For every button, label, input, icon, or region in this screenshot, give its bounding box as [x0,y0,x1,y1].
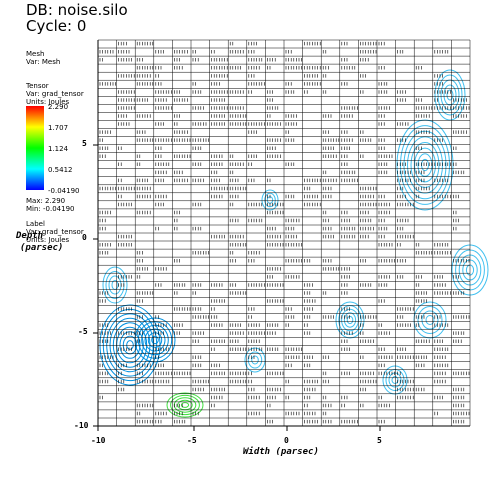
contour-line [434,69,466,121]
contour-line [99,304,161,386]
contour-line [119,331,141,359]
colorbar-tick-2: 1.707 [48,124,69,132]
x-tick-label: 0 [284,436,289,445]
x-tick-label: 5 [377,436,382,445]
label-legend-title: Label [26,220,45,228]
cycle-label: Cycle: 0 [26,17,87,35]
tensor-min-label: Min: -0.04190 [26,205,75,213]
contour-line [410,142,440,188]
y-axis-label: Depth [16,231,44,241]
contour-line [443,84,457,106]
contour-line [170,394,200,416]
tensor-legend-title: Tensor [26,82,49,90]
contour-line [391,376,399,384]
contour-line [421,310,439,330]
label-legend-units: Units: Joules [26,236,70,244]
mesh-value-labels [99,41,470,424]
contour-line [106,313,154,377]
mesh-legend-title: Mesh [26,50,45,58]
contour-line [177,399,193,411]
contour-line [112,322,148,368]
contour-line [446,89,454,101]
tensor-max-label: Max: 2.290 [26,197,66,205]
contour-line [151,335,159,345]
plot-axes [93,40,470,431]
contour-line [343,312,357,328]
contour-line [126,340,134,350]
contour-line [414,147,436,183]
x-tick-label: -10 [91,436,106,445]
contour-line [144,328,166,352]
contour-line [388,372,402,388]
contour-line [111,280,119,290]
contour-line [166,392,204,418]
tensor-legend-units: Units: Joules [26,98,70,106]
tensor-legend-var: Var: grad_tensor [26,90,84,98]
label-legend-var: Var: grad_tensor [26,228,84,236]
y-tick-label: -10 [74,421,89,430]
contour-line [141,324,169,356]
contour-line [102,308,158,382]
contour-line [396,119,454,211]
contour-line [437,74,463,116]
label-marks [99,41,470,424]
contour-line [180,402,190,408]
contour-line [346,315,354,325]
database-title: DB: noise.silo [26,1,128,19]
colorbar-tick-4: 0.5412 [48,166,73,174]
contour-line [338,305,362,335]
x-axis-label: Width (parsec) [243,447,319,457]
x-tick-label: -5 [187,436,197,445]
contour-line [264,192,276,208]
contour-line [403,130,447,200]
contour-line [244,347,266,373]
contour-line [102,266,128,304]
color-bar [26,106,44,190]
y-tick-label: 0 [82,233,87,242]
contour-line [413,301,447,339]
contour-line [261,189,279,211]
contour-line [122,335,138,355]
mesh-grid [97,39,471,427]
contour-line [417,153,433,177]
contour-line [251,355,259,365]
y-tick-label: 5 [82,139,87,148]
y-tick-label: -5 [78,327,88,336]
contour-line [108,275,122,295]
contour-line [417,306,443,334]
colorbar-tick-min: -0.04190 [48,187,80,195]
contour-line [335,301,365,339]
colorbar-tick-3: 1.124 [48,145,69,153]
contour-line [247,351,263,369]
contour-line [425,315,435,325]
contour-line [382,365,408,395]
contour-line [134,317,176,363]
contour-line [147,332,163,348]
colorbar-tick-max: 2.290 [48,103,69,111]
y-axis-label-units: (parsec) [20,243,64,253]
mesh-legend-var: Var: Mesh [26,58,61,66]
mesh-lines [97,39,471,427]
